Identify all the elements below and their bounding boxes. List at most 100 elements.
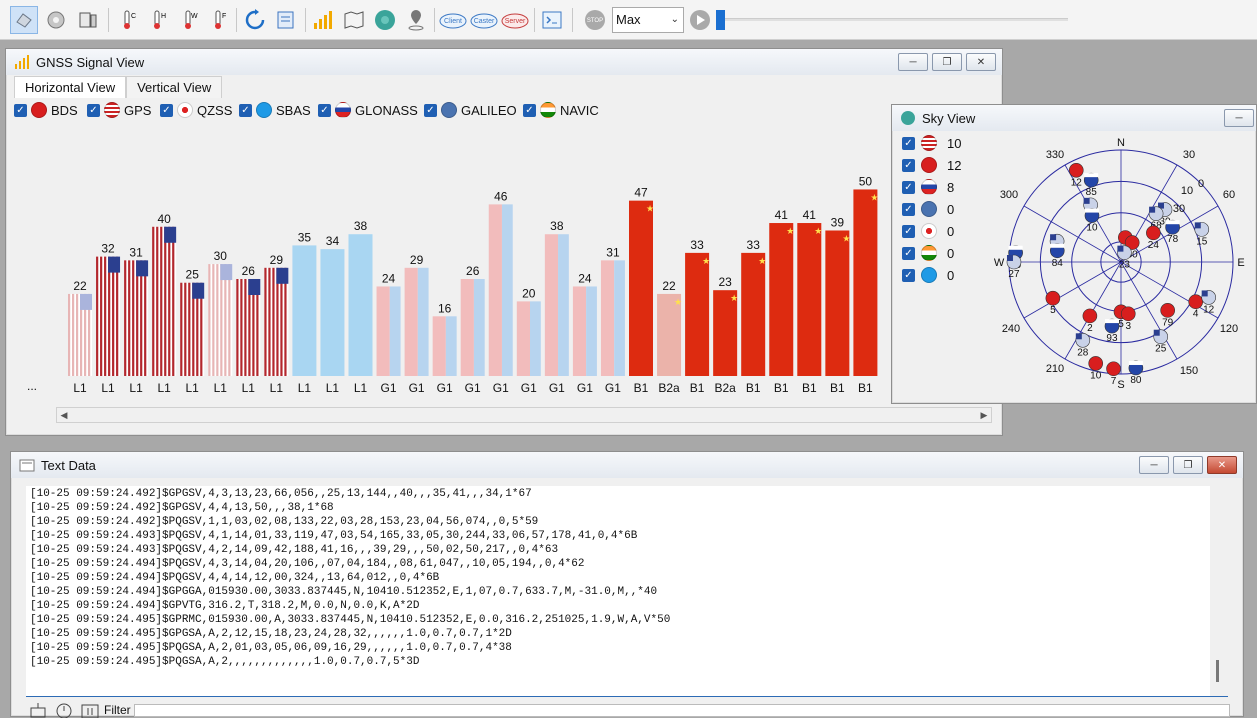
satellite-15[interactable]: 15 [1194, 222, 1210, 247]
satellite-27[interactable]: 27 [1006, 254, 1022, 280]
text-data-titlebar[interactable]: Text Data ─ ❐ ✕ [11, 452, 1243, 478]
nmea-log-text[interactable]: [10-25 09:59:24.492]$GPGSV,4,3,13,23,66,… [26, 486, 1210, 696]
bar-5[interactable] [208, 264, 233, 376]
sky-filter-usa[interactable]: ✓ 10 [902, 135, 961, 151]
sky-filter-japan[interactable]: ✓ 0 [902, 223, 954, 239]
bar-4[interactable] [180, 282, 205, 376]
satellite-60[interactable]: 60 [1124, 235, 1140, 261]
bar-10[interactable] [348, 234, 373, 376]
server-button[interactable]: Server [500, 6, 530, 34]
bar-17[interactable] [544, 234, 569, 376]
satellite-2[interactable]: 2 [1082, 308, 1098, 334]
bar-1[interactable] [96, 256, 121, 376]
checkbox[interactable]: ✓ [14, 103, 27, 117]
close-button[interactable]: ✕ [966, 53, 996, 71]
sky-filter-sbas[interactable]: ✓ 0 [902, 267, 954, 283]
checkbox[interactable]: ✓ [902, 180, 915, 194]
satellite-10[interactable]: 10 [1084, 208, 1100, 234]
satellite-28[interactable]: 28 [1075, 332, 1091, 358]
playback-slider-thumb[interactable] [716, 10, 725, 30]
satellite-84[interactable]: 84 [1049, 243, 1065, 269]
bar-23[interactable]: ★ [713, 290, 738, 376]
bar-28[interactable]: ★ [853, 189, 878, 376]
caster-button[interactable]: Caster [469, 6, 499, 34]
satellite-7[interactable]: 7 [1106, 361, 1121, 387]
checkbox[interactable]: ✓ [239, 103, 252, 117]
satellite-25[interactable]: 25 [1153, 329, 1169, 355]
legend-item-gps[interactable]: ✓ GPS [87, 102, 151, 118]
speed-select[interactable]: Max ⌄ [612, 7, 684, 33]
legend-item-galileo[interactable]: ✓ GALILEO [424, 102, 517, 118]
bar-18[interactable] [572, 286, 597, 376]
bar-14[interactable] [460, 278, 485, 376]
satellite-4[interactable]: 4 [1188, 294, 1204, 320]
bar-0[interactable] [68, 293, 92, 376]
satellite-78[interactable]: 78 [1165, 219, 1180, 245]
checkbox[interactable]: ✓ [902, 158, 915, 172]
thermo-c-button[interactable]: C [114, 6, 142, 34]
legend-item-qzss[interactable]: ✓ QZSS [160, 102, 232, 118]
settings-button[interactable] [42, 6, 70, 34]
horizontal-scrollbar[interactable]: ◀ ▶ [56, 407, 992, 423]
refresh-button[interactable] [241, 6, 269, 34]
sky-filter-india[interactable]: ✓ 0 [902, 245, 954, 261]
vertical-scrollbar-thumb[interactable] [1216, 660, 1219, 682]
minimize-button[interactable]: ─ [1224, 109, 1254, 127]
satellite-12[interactable]: 12 [1068, 162, 1084, 188]
clock-icon[interactable] [52, 702, 76, 718]
pause-icon[interactable] [80, 702, 100, 718]
filter-input[interactable] [134, 704, 1230, 717]
satellite-79[interactable]: 79 [1160, 303, 1175, 328]
bar-26[interactable]: ★ [797, 223, 822, 376]
satellite-5[interactable]: 5 [1045, 290, 1061, 316]
bar-6[interactable] [236, 278, 261, 376]
restore-button[interactable]: ❐ [932, 53, 962, 71]
minimize-button[interactable]: ─ [898, 53, 928, 71]
legend-item-sbas[interactable]: ✓ SBAS [239, 102, 311, 118]
bar-19[interactable] [600, 260, 625, 376]
legend-item-navic[interactable]: ✓ NAVIC [523, 102, 599, 118]
checkbox[interactable]: ✓ [318, 103, 331, 117]
play-button[interactable] [686, 6, 714, 34]
bar-16[interactable] [516, 301, 541, 376]
thermo-f-button[interactable]: F [205, 6, 233, 34]
bar-7[interactable] [264, 267, 289, 376]
satellite-80[interactable]: 80 [1128, 360, 1144, 386]
bar-11[interactable] [376, 286, 401, 376]
sky-filter-russia[interactable]: ✓ 8 [902, 179, 954, 195]
checkbox[interactable]: ✓ [902, 202, 915, 216]
hand-button[interactable] [10, 6, 38, 34]
sky-view-titlebar[interactable]: Sky View ─ ❐ [892, 105, 1256, 131]
map-button[interactable] [340, 6, 368, 34]
checkbox[interactable]: ✓ [902, 268, 915, 282]
sky-filter-galileo[interactable]: ✓ 0 [902, 201, 954, 217]
satellite-12[interactable]: 12 [1201, 290, 1216, 315]
signal-view-titlebar[interactable]: GNSS Signal View ─ ❐ ✕ [6, 49, 1002, 75]
checkbox[interactable]: ✓ [160, 103, 173, 117]
legend-item-bds[interactable]: ✓ BDS [14, 102, 78, 118]
bar-20[interactable]: ★ [629, 200, 654, 376]
thermo-w-button[interactable]: W [175, 6, 203, 34]
checkbox[interactable]: ✓ [902, 136, 915, 150]
clear-icon[interactable] [28, 702, 48, 718]
checkbox[interactable]: ✓ [902, 246, 915, 260]
bar-8[interactable] [292, 245, 317, 376]
bar-27[interactable]: ★ [825, 230, 850, 376]
stop-button[interactable]: STOP [581, 6, 609, 34]
minimize-button[interactable]: ─ [1139, 456, 1169, 474]
satellite-24[interactable]: 24 [1146, 225, 1161, 251]
satellite-68[interactable]: 68 [1148, 206, 1164, 232]
bar-24[interactable]: ★ [741, 252, 766, 376]
checkbox[interactable]: ✓ [87, 103, 100, 117]
legend-item-glonass[interactable]: ✓ GLONASS [318, 102, 418, 118]
satellite-85[interactable]: 85 [1083, 172, 1099, 198]
close-button[interactable]: ✕ [1207, 456, 1237, 474]
checkbox[interactable]: ✓ [902, 224, 915, 238]
bar-15[interactable] [488, 204, 513, 376]
tab-horizontal-view[interactable]: Horizontal View [14, 76, 127, 98]
bar-12[interactable] [404, 267, 429, 376]
bar-22[interactable]: ★ [685, 252, 710, 376]
client-button[interactable]: Client [438, 6, 468, 34]
tab-vertical-view[interactable]: Vertical View [126, 76, 223, 98]
scroll-right-arrow[interactable]: ▶ [980, 410, 988, 420]
